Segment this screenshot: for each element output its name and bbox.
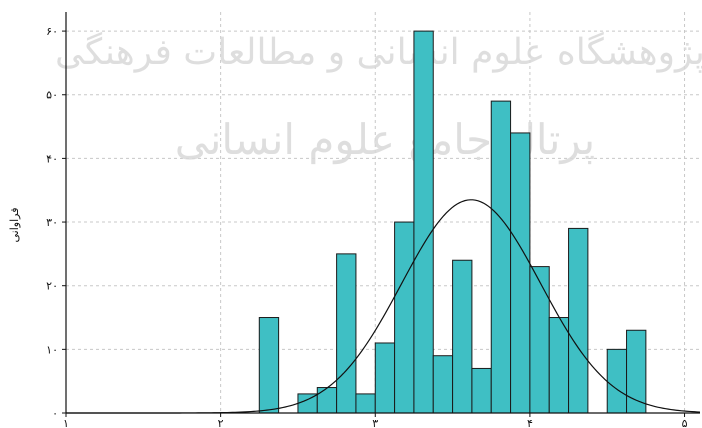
histogram-bar: [394, 221, 415, 414]
grid-layer: [65, 12, 700, 414]
x-tick-label: ۵: [682, 417, 688, 428]
histogram-bar: [548, 317, 570, 414]
y-tick-label: ۴۰: [46, 152, 58, 165]
y-tick-label: ۰: [52, 407, 58, 420]
histogram-bar: [471, 367, 492, 414]
watermark-line-1: پژوهشگاه علوم انسانی و مطالعات فرهنگی: [55, 31, 702, 73]
histogram-bar: [336, 253, 357, 414]
y-tick-label: ۵۰: [46, 89, 58, 102]
y-tick-label: ۲۰: [46, 280, 58, 293]
x-tick-label: ۴: [527, 417, 533, 428]
histogram-bar: [452, 259, 473, 414]
watermark: پژوهشگاه علوم انسانی و مطالعات فرهنگی پر…: [55, 31, 702, 165]
histogram-bar: [490, 100, 512, 414]
axes-layer: [65, 12, 700, 414]
histogram-bar: [413, 30, 434, 414]
histogram-bar: [568, 227, 589, 414]
y-axis-label: فراوانی: [8, 208, 21, 243]
y-tick-label: ۶۰: [46, 25, 58, 38]
y-tick-label: ۱۰: [46, 343, 58, 356]
watermark-line-2: پرتال جامع علوم انسانی: [175, 115, 596, 165]
tick-layer: ۰ ۱۰ ۲۰ ۳۰ ۴۰ ۵۰ ۶۰ ۱ ۲ ۳ ۴ ۵: [46, 25, 687, 428]
x-tick-label: ۳: [372, 417, 378, 428]
x-tick-label: ۱: [63, 417, 69, 428]
histogram-bar: [355, 393, 376, 414]
histogram-bar: [374, 342, 396, 414]
histogram-bar: [510, 132, 531, 414]
histogram-bar: [316, 387, 338, 414]
histogram-bar: [529, 266, 550, 414]
x-tick-label: ۲: [218, 417, 224, 428]
histogram-bar: [606, 348, 628, 414]
histogram-bar: [432, 355, 454, 414]
y-tick-label: ۳۰: [46, 216, 58, 229]
histogram-bar: [258, 317, 280, 414]
